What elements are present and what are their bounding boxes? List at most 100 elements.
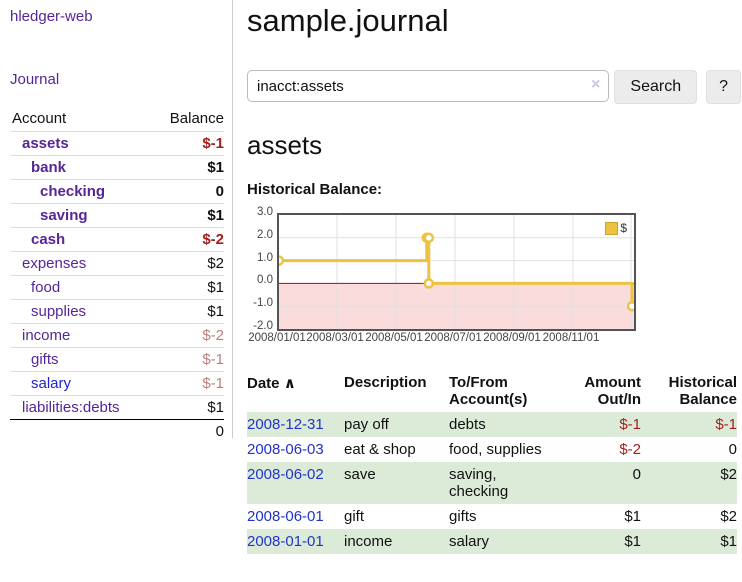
transaction-balance: $-1 — [715, 416, 737, 433]
transaction-description: eat & shop — [344, 441, 416, 458]
transaction-accounts: gifts — [449, 508, 477, 525]
register-table: Date ∧ Description To/From Account(s) Am… — [247, 370, 737, 554]
accounts-total: 0 — [215, 423, 224, 440]
register-row: 2008-06-02 save saving, checking 0 $2 — [247, 462, 737, 504]
account-link-food[interactable]: food — [31, 279, 61, 296]
transaction-balance: 0 — [728, 441, 737, 458]
account-balance: $1 — [207, 207, 224, 224]
account-link-gifts[interactable]: gifts — [31, 351, 59, 368]
transaction-amount: $-1 — [619, 416, 641, 433]
transaction-date-link[interactable]: 2008-06-01 — [247, 508, 324, 525]
account-link-checking[interactable]: checking — [40, 183, 106, 200]
accounts-total-row: 0 — [10, 419, 224, 444]
date-header-label: Date — [247, 375, 280, 392]
account-balance: $-2 — [202, 327, 224, 344]
account-row: assets $-1 — [10, 131, 224, 156]
transaction-balance: $2 — [720, 508, 737, 525]
account-balance: $-1 — [202, 351, 224, 368]
transaction-date-link[interactable]: 2008-06-02 — [247, 466, 324, 483]
accounts-header-account: Account — [12, 110, 67, 127]
account-balance: $1 — [207, 159, 224, 176]
chart-legend: $ — [603, 220, 629, 236]
page: hledger-web Journal Account Balance asse… — [0, 0, 741, 554]
account-link-expenses[interactable]: expenses — [22, 255, 87, 272]
sidebar: hledger-web Journal Account Balance asse… — [0, 0, 233, 440]
x-axis-tick: 2008/07/01 — [424, 332, 482, 344]
transaction-accounts: saving, checking — [449, 466, 509, 500]
sidebar-nav: Journal — [10, 71, 224, 88]
search-input[interactable] — [247, 70, 610, 102]
transaction-description: income — [344, 533, 393, 550]
transaction-balance: $2 — [720, 466, 737, 483]
sort-ascending-icon: ∧ — [283, 375, 296, 392]
y-axis-tick: 0.0 — [257, 274, 273, 286]
account-row: salary $-1 — [10, 371, 224, 396]
transaction-accounts: salary — [449, 533, 490, 550]
y-axis-tick: 1.0 — [257, 252, 273, 264]
account-heading: assets — [247, 130, 323, 160]
help-button[interactable]: ? — [706, 70, 741, 104]
account-balance: $2 — [207, 255, 224, 272]
transaction-accounts: food, supplies — [449, 441, 542, 458]
account-row: expenses $2 — [10, 251, 224, 276]
chart-plot-area: $ — [277, 213, 636, 331]
y-axis-tick: -2.0 — [253, 320, 273, 332]
account-link-liabilities-debts[interactable]: liabilities:debts — [22, 399, 120, 416]
account-row: checking 0 — [10, 179, 224, 204]
transaction-date-link[interactable]: 2008-12-31 — [247, 416, 324, 433]
account-balance: $-1 — [202, 135, 224, 152]
transaction-amount: $1 — [624, 533, 641, 550]
sidebar-item-journal[interactable]: Journal — [10, 71, 60, 88]
transaction-description: save — [344, 466, 376, 483]
clear-search-icon[interactable]: × — [591, 76, 601, 93]
main-content: sample.journal × Search ? assets Histori… — [233, 0, 741, 554]
account-balance: 0 — [215, 183, 224, 200]
account-balance: $1 — [207, 279, 224, 296]
register-row: 2008-06-03 eat & shop food, supplies $-2… — [247, 437, 737, 462]
brand-link[interactable]: hledger-web — [10, 8, 93, 25]
y-axis-tick: 3.0 — [257, 206, 273, 218]
transaction-amount: 0 — [632, 466, 641, 483]
legend-label: $ — [620, 221, 627, 235]
x-axis-tick: 2008/05/01 — [365, 332, 423, 344]
account-link-bank[interactable]: bank — [31, 159, 67, 176]
register-header-accounts: To/From Account(s) — [449, 374, 528, 408]
register-row: 2008-06-01 gift gifts $1 $2 — [247, 504, 737, 529]
x-axis-tick: 2008/09/01 — [483, 332, 541, 344]
chart-title: Historical Balance: — [247, 181, 383, 198]
page-title: sample.journal — [247, 3, 449, 38]
register-row: 2008-01-01 income salary $1 $1 — [247, 529, 737, 554]
register-row: 2008-12-31 pay off debts $-1 $-1 — [247, 412, 737, 437]
y-axis-tick: -1.0 — [253, 297, 273, 309]
transaction-balance: $1 — [720, 533, 737, 550]
transaction-amount: $-2 — [619, 441, 641, 458]
account-row: gifts $-1 — [10, 347, 224, 372]
transaction-date-link[interactable]: 2008-06-03 — [247, 441, 324, 458]
transaction-description: pay off — [344, 416, 389, 433]
account-row: income $-2 — [10, 323, 224, 348]
transaction-date-link[interactable]: 2008-01-01 — [247, 533, 324, 550]
transaction-amount: $1 — [624, 508, 641, 525]
account-link-cash[interactable]: cash — [31, 231, 66, 248]
account-row: bank $1 — [10, 155, 224, 180]
x-axis-tick: 2008/11/01 — [542, 332, 600, 344]
account-row: saving $1 — [10, 203, 224, 228]
transaction-description: gift — [344, 508, 365, 525]
account-balance: $1 — [207, 303, 224, 320]
brand: hledger-web — [10, 8, 224, 25]
account-link-salary[interactable]: salary — [31, 375, 72, 392]
account-row: liabilities:debts $1 — [10, 395, 224, 420]
search-button[interactable]: Search — [614, 70, 698, 104]
register-header-date[interactable]: Date ∧ — [247, 370, 344, 412]
account-balance: $1 — [207, 399, 224, 416]
account-link-supplies[interactable]: supplies — [31, 303, 87, 320]
account-row: cash $-2 — [10, 227, 224, 252]
register-header-row: Date ∧ Description To/From Account(s) Am… — [247, 370, 737, 412]
account-link-assets[interactable]: assets — [22, 135, 69, 152]
account-link-saving[interactable]: saving — [40, 207, 88, 224]
account-row: food $1 — [10, 275, 224, 300]
accounts-header-balance: Balance — [169, 110, 224, 127]
y-axis-tick: 2.0 — [257, 229, 273, 241]
account-balance: $-2 — [202, 231, 224, 248]
account-link-income[interactable]: income — [22, 327, 71, 344]
